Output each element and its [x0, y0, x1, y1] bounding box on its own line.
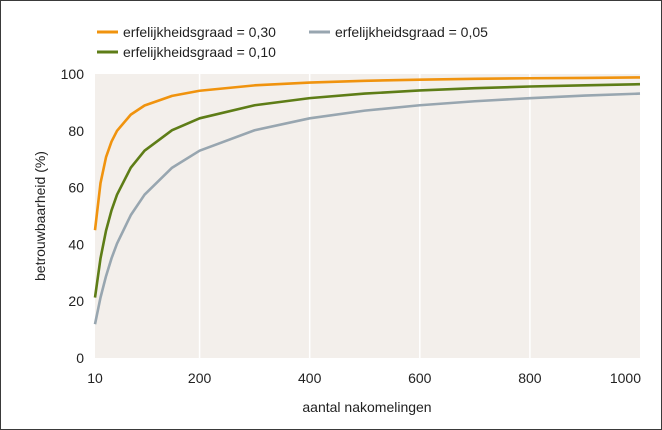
y-axis-ticks: 0 20 40 60 80 100: [61, 66, 85, 366]
y-tick-label: 40: [68, 236, 84, 252]
x-tick-label: 200: [188, 370, 212, 386]
y-tick-label: 100: [61, 66, 85, 82]
x-tick-label: 400: [298, 370, 322, 386]
grid: [198, 74, 531, 358]
x-axis-label: aantal nakomelingen: [302, 399, 431, 415]
series-line-2: [93, 92, 641, 325]
y-axis-label: betrouwbaarheid (%): [32, 151, 48, 281]
y-tick-label: 0: [76, 350, 84, 366]
y-tick-label: 60: [68, 180, 84, 196]
x-tick-label: 600: [408, 370, 432, 386]
x-tick-label: 1000: [610, 370, 641, 386]
series-line-1: [93, 82, 641, 298]
y-tick-label: 20: [68, 293, 84, 309]
legend-label-h030: erfelijkheidsgraad = 0,30: [123, 24, 276, 40]
series-group: [93, 76, 641, 325]
series-line-0: [93, 76, 641, 231]
legend-label-h005: erfelijkheidsgraad = 0,05: [335, 24, 488, 40]
x-axis-ticks: 10 200 400 600 800 1000: [87, 370, 641, 386]
legend-label-h010: erfelijkheidsgraad = 0,10: [123, 44, 276, 60]
x-tick-label: 800: [518, 370, 542, 386]
plot-area: [95, 74, 640, 358]
legend: erfelijkheidsgraad = 0,30 erfelijkheidsg…: [97, 24, 488, 60]
y-tick-label: 80: [68, 123, 84, 139]
x-tick-label: 10: [87, 370, 103, 386]
